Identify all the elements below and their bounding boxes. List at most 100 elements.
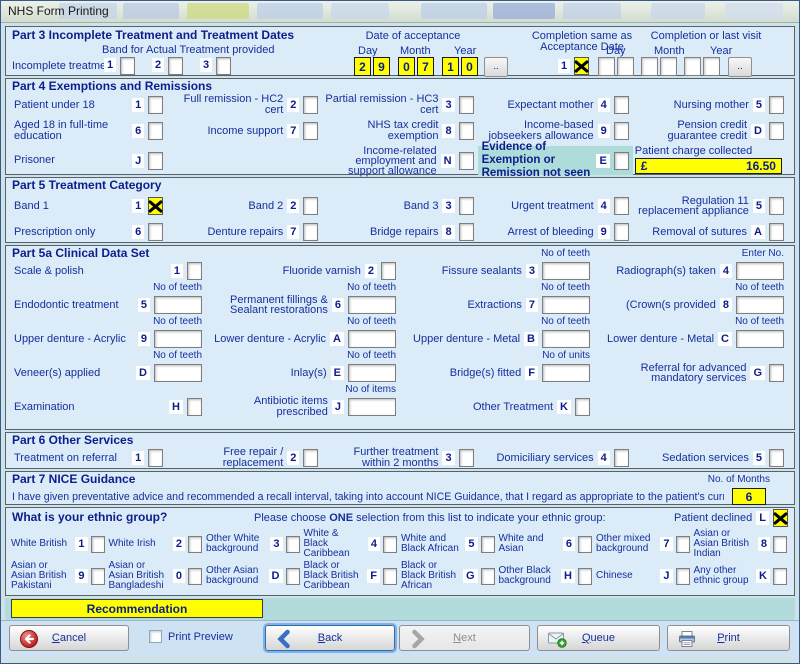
queue-button[interactable]: Queue [537, 625, 660, 651]
doa-month-digit-2[interactable]: 7 [417, 57, 434, 76]
checkbox[interactable] [768, 96, 784, 114]
exemption-item: Full remission - HC2 cert 2 [167, 93, 322, 117]
checkbox[interactable] [578, 535, 592, 553]
number-input[interactable] [542, 296, 590, 314]
checkbox[interactable] [303, 122, 319, 140]
band1-checkbox[interactable] [120, 57, 135, 75]
number-input[interactable] [542, 262, 590, 280]
checkbox[interactable] [188, 535, 202, 553]
checkbox[interactable] [769, 364, 784, 382]
cl-year-digit-2[interactable] [703, 57, 720, 76]
checkbox[interactable] [383, 567, 397, 585]
checkbox[interactable] [458, 449, 474, 467]
cancel-button[interactable]: Cancel [9, 625, 129, 651]
exemption-item: Income-related employment and support al… [322, 145, 477, 176]
checkbox[interactable] [458, 151, 474, 170]
checkbox[interactable] [768, 449, 784, 467]
cl-day-digit-2[interactable] [617, 57, 634, 76]
checkbox[interactable] [90, 567, 105, 585]
number-input[interactable] [154, 330, 202, 348]
item-label: Lower denture - Metal [607, 332, 715, 345]
cl-day-digit-1[interactable] [598, 57, 615, 76]
number-input[interactable] [348, 364, 396, 382]
checkbox[interactable] [458, 223, 474, 241]
recall-months-input[interactable]: 6 [732, 488, 766, 505]
checkbox[interactable] [303, 449, 319, 467]
cl-year-digit-1[interactable] [684, 57, 701, 76]
cl-month-digit-1[interactable] [641, 57, 658, 76]
checkbox[interactable] [613, 96, 629, 114]
checkbox[interactable] [675, 567, 690, 585]
checkbox[interactable] [458, 96, 474, 114]
checkbox[interactable] [768, 223, 784, 241]
item-code: 3 [442, 451, 455, 465]
checkbox[interactable] [575, 398, 590, 416]
number-input[interactable] [736, 262, 784, 280]
checkbox[interactable] [613, 151, 629, 170]
number-input[interactable] [348, 296, 396, 314]
completion-same-checkbox[interactable] [574, 57, 589, 75]
checkbox[interactable] [768, 197, 784, 215]
checkbox[interactable] [90, 535, 105, 553]
checkbox[interactable] [303, 96, 319, 114]
checkbox[interactable] [480, 567, 495, 585]
cl-date-picker-button[interactable]: .. [728, 57, 752, 77]
checkbox[interactable] [458, 122, 474, 140]
item-code: B [524, 332, 538, 346]
checkbox[interactable] [578, 567, 592, 585]
checkbox[interactable] [613, 223, 629, 241]
checkbox[interactable] [458, 197, 474, 215]
checkbox[interactable] [768, 122, 784, 140]
checkbox[interactable] [480, 535, 495, 553]
checkbox[interactable] [148, 96, 164, 114]
checkbox[interactable] [303, 223, 319, 241]
checkbox[interactable] [187, 262, 202, 280]
checkbox[interactable] [148, 449, 164, 467]
checkbox[interactable] [148, 122, 164, 140]
number-input[interactable] [736, 296, 784, 314]
doa-year-digit-1[interactable]: 1 [442, 57, 459, 76]
checkbox[interactable] [285, 535, 300, 553]
checkbox[interactable] [773, 567, 787, 585]
next-button[interactable]: Next [399, 625, 530, 651]
band2-checkbox[interactable] [168, 57, 183, 75]
number-input[interactable] [348, 398, 396, 416]
checkbox[interactable] [148, 197, 164, 215]
checkbox[interactable] [148, 223, 164, 241]
item-code: 2 [287, 199, 300, 213]
checkbox[interactable] [613, 122, 629, 140]
checkbox[interactable] [613, 197, 629, 215]
cl-month-digit-2[interactable] [660, 57, 677, 76]
checkbox[interactable] [773, 509, 788, 527]
item-code: 3 [442, 98, 455, 112]
doa-year-digit-2[interactable]: 0 [461, 57, 478, 76]
checkbox[interactable] [148, 151, 164, 170]
doa-day-digit-1[interactable]: 2 [354, 57, 371, 76]
band3-checkbox[interactable] [216, 57, 231, 75]
exemption-item: Expectant mother 4 [478, 93, 633, 117]
number-input[interactable] [542, 330, 590, 348]
number-input[interactable] [348, 330, 396, 348]
back-button[interactable]: Back [263, 623, 397, 653]
number-input[interactable] [154, 364, 202, 382]
doa-date-picker-button[interactable]: .. [484, 57, 508, 77]
checkbox[interactable] [675, 535, 690, 553]
checkbox[interactable] [188, 567, 202, 585]
checkbox[interactable] [613, 449, 629, 467]
number-input[interactable] [154, 296, 202, 314]
doa-day-digit-2[interactable]: 9 [373, 57, 390, 76]
number-input[interactable] [542, 364, 590, 382]
checkbox[interactable] [383, 535, 397, 553]
recommendation-button[interactable]: Recommendation [11, 599, 263, 618]
checkbox[interactable] [187, 398, 202, 416]
print-preview-checkbox[interactable] [149, 630, 162, 643]
print-button[interactable]: Print [667, 625, 790, 651]
other-service-item: Further treatment within 2 months 3 [322, 447, 477, 469]
patient-charge-input[interactable]: £16.50 [634, 158, 782, 174]
checkbox[interactable] [303, 197, 319, 215]
checkbox[interactable] [381, 262, 396, 280]
number-input[interactable] [736, 330, 784, 348]
checkbox[interactable] [285, 567, 300, 585]
checkbox[interactable] [773, 535, 787, 553]
doa-month-digit-1[interactable]: 0 [398, 57, 415, 76]
